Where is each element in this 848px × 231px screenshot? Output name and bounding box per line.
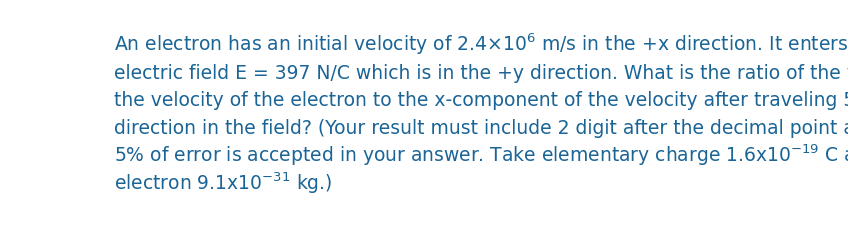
Text: electric field E = 397 N/C which is in the +y direction. What is the ratio of th: electric field E = 397 N/C which is in t… (114, 64, 848, 82)
Text: An electron has an initial velocity of 2.4×10$^{6}$ m/s in the +x direction. It : An electron has an initial velocity of 2… (114, 31, 848, 57)
Text: 5% of error is accepted in your answer. Take elementary charge 1.6x10$^{-19}$ C : 5% of error is accepted in your answer. … (114, 142, 848, 167)
Text: the velocity of the electron to the x-component of the velocity after traveling : the velocity of the electron to the x-co… (114, 91, 848, 110)
Text: electron 9.1x10$^{-31}$ kg.): electron 9.1x10$^{-31}$ kg.) (114, 169, 332, 195)
Text: direction in the field? (Your result must include 2 digit after the decimal poin: direction in the field? (Your result mus… (114, 119, 848, 137)
